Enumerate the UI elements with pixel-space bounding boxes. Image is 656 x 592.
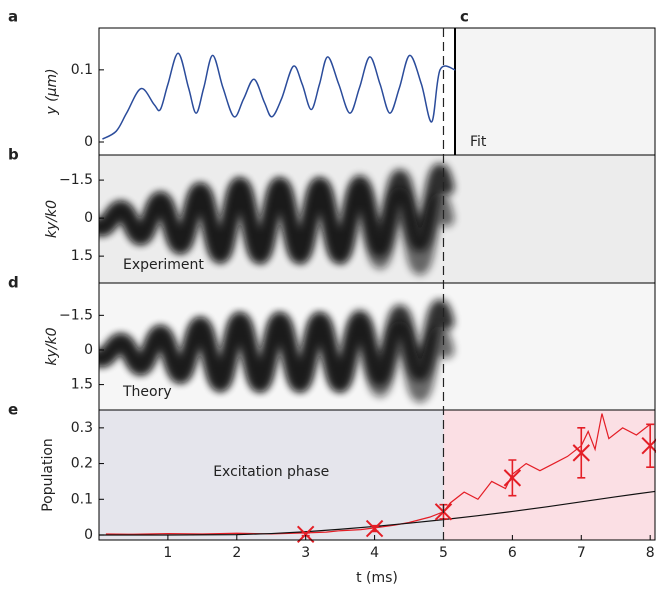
y-tick-label: −1.5 [59,172,93,188]
panel-label: b [8,146,19,164]
y-tick-label: 0 [84,527,93,543]
annotation: Excitation phase [213,464,329,480]
panel-label: d [8,274,19,292]
y-axis-label: Population [40,438,56,512]
x-tick-label: 8 [646,545,655,561]
y-tick-label: 0.2 [71,456,93,472]
y-tick-label: 0.3 [71,420,93,436]
marker [365,519,384,538]
y-tick-label: 0.1 [71,62,93,78]
fit-image [455,28,655,155]
y-tick-label: −1.5 [59,307,93,323]
y-tick-label: 0.1 [71,491,93,507]
region [443,410,655,540]
panel-label: c [460,8,469,26]
y-axis-label: ky/k0 [44,200,60,238]
marker [572,444,590,462]
panel-label: a [8,8,18,26]
annotation: Fit [470,134,487,150]
x-tick-label: 2 [232,545,241,561]
y-tick-label: 1.5 [71,377,93,393]
intensity-band [99,312,455,404]
panel-label: e [8,401,18,419]
x-axis-label: t (ms) [356,570,398,586]
annotation: Theory [122,384,172,400]
image [99,283,655,410]
region [99,410,444,540]
line [102,52,456,140]
marker [503,469,522,487]
intensity-band [99,177,455,276]
image-bg [455,28,655,155]
frame [98,409,656,541]
image [99,155,655,283]
x-tick-label: 3 [301,545,310,561]
x-tick-label: 4 [370,545,379,561]
x-tick-label: 7 [577,545,586,561]
x-tick-label: 6 [508,545,517,561]
annotation: Experiment [123,257,204,273]
y-tick-label: 1.5 [71,248,93,264]
x-tick-label: 5 [439,545,448,561]
y-tick-label: 0 [84,134,93,150]
line [99,490,656,536]
y-axis-label: ky/k0 [44,327,60,365]
y-tick-label: 0 [84,210,93,226]
y-tick-label: 0 [84,342,93,358]
y-axis-label: y (μm) [44,68,60,115]
x-tick-label: 1 [163,545,172,561]
